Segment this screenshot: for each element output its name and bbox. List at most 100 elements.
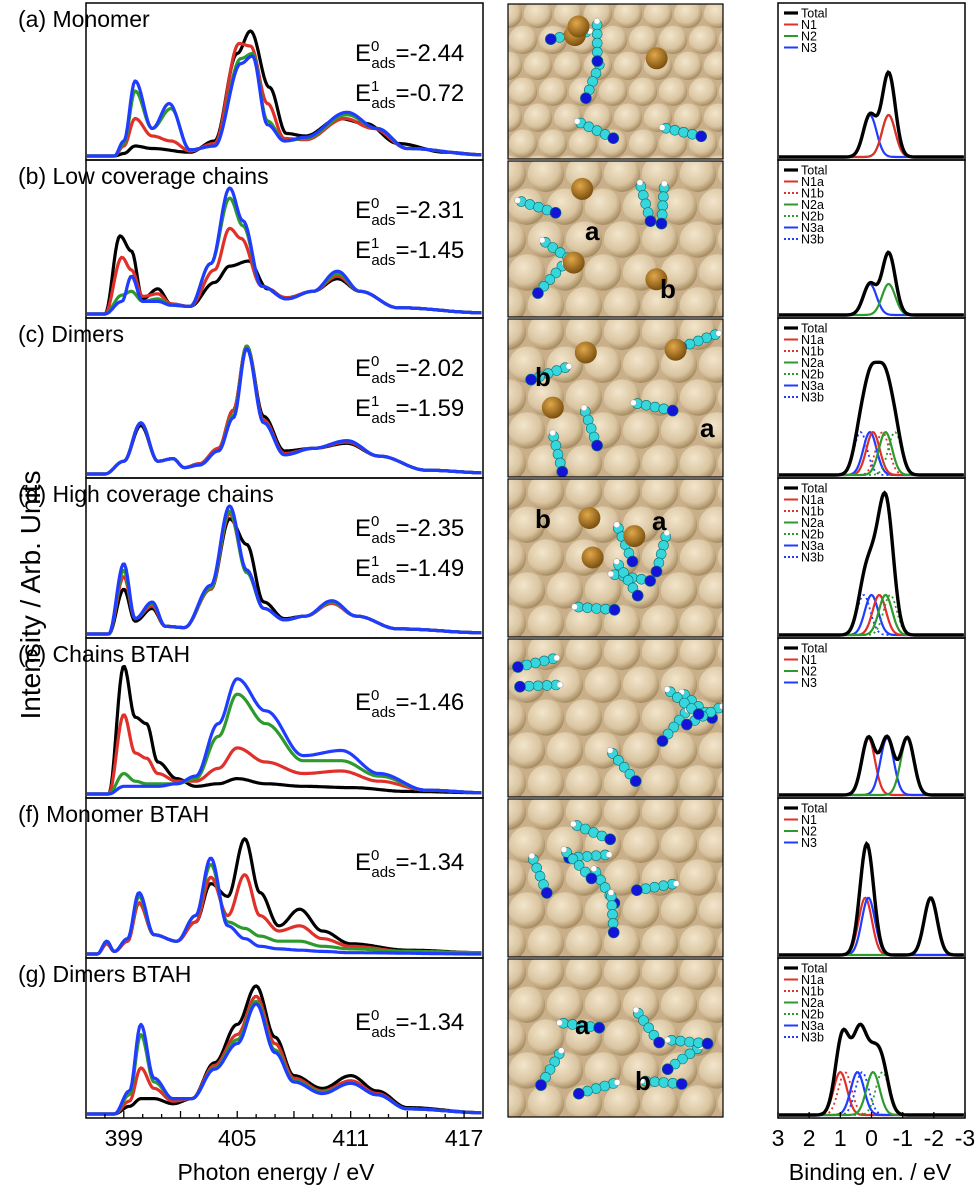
- copper-atom: [508, 572, 546, 609]
- xps-x-axis-label: Binding en. / eV: [789, 1159, 952, 1185]
- nitrogen-atom: [512, 661, 524, 673]
- copper-atom: [584, 666, 622, 703]
- copper-atom: [565, 959, 603, 991]
- hydrogen-atom: [571, 603, 578, 611]
- copper-atom: [679, 221, 717, 258]
- panel-name: Monomer: [53, 6, 150, 32]
- xps-legend-label: N2a: [801, 996, 824, 1010]
- copper-atom: [628, 77, 658, 107]
- structure-site-label: a: [585, 216, 600, 246]
- nitrogen-atom: [591, 439, 603, 452]
- energy-subscript: ads: [371, 530, 395, 547]
- copper-atom: [603, 479, 641, 511]
- copper-atom: [689, 0, 717, 2]
- energy-value: =-0.72: [396, 80, 465, 107]
- copper-atom: [598, 77, 628, 107]
- nitrogen-atom: [525, 373, 537, 386]
- energy-superscript: 0: [371, 195, 379, 212]
- carbon-atom: [549, 1056, 561, 1068]
- copper-atom: [641, 925, 679, 957]
- structure-frame: [507, 3, 724, 160]
- adsorption-energy-label: E1 ads=-1.45: [355, 235, 464, 269]
- xps-legend-label: N2b: [801, 210, 824, 224]
- copper-atom: [523, 51, 553, 81]
- nexafs-series-blue: [86, 677, 482, 796]
- hydrogen-atom: [672, 880, 680, 887]
- nexafs-x-tick-label: 411: [332, 1125, 369, 1151]
- copper-atom: [660, 254, 698, 291]
- panel-letter: (f): [18, 801, 40, 827]
- copper-atom: [508, 639, 527, 671]
- copper-atom: [698, 666, 723, 703]
- copper-atom: [603, 859, 641, 896]
- copper-atom: [717, 930, 723, 957]
- xps-component-green: [779, 113, 964, 159]
- xps-legend-label: N1a: [801, 973, 824, 987]
- xps-legend-label: N2a: [801, 198, 824, 212]
- copper-atom: [471, 638, 507, 674]
- copper-atom: [508, 412, 546, 449]
- nitrogen-atom: [607, 926, 620, 939]
- energy-symbol: E: [355, 355, 371, 382]
- nitrogen-atom: [593, 1021, 606, 1034]
- adsorption-energy-label: E0 ads=-2.35: [355, 513, 464, 547]
- carbon-atom: [573, 860, 585, 871]
- copper-atom: [508, 605, 527, 637]
- copper-atom: [698, 986, 723, 1023]
- carbon-atom: [649, 1076, 661, 1088]
- copper-atom: [717, 544, 723, 571]
- carbon-atom: [684, 1048, 696, 1060]
- copper-atom: [588, 155, 608, 159]
- copper-adatom: [571, 177, 594, 200]
- copper-atom: [622, 412, 660, 449]
- hydrogen-atom: [556, 1019, 563, 1027]
- copper-atom: [603, 319, 641, 351]
- nitrogen-atom: [675, 1078, 688, 1090]
- copper-atom: [717, 1090, 723, 1117]
- copper-atom: [565, 221, 603, 258]
- hydrogen-atom: [573, 118, 581, 125]
- energy-superscript: 0: [371, 353, 379, 370]
- energy-superscript: 0: [371, 847, 379, 864]
- energy-value: =-1.46: [396, 689, 465, 716]
- copper-adatom: [562, 251, 585, 274]
- energy-subscript: ads: [371, 864, 395, 881]
- copper-atom: [698, 254, 723, 291]
- carbon-atom: [678, 127, 689, 138]
- panel-title: (g) Dimers BTAH: [18, 961, 191, 987]
- y-axis-label: Intensity / Arb. Units: [15, 471, 46, 720]
- copper-atom: [508, 506, 546, 543]
- structure-site-label: a: [700, 413, 715, 443]
- panel-name: Low coverage chains: [53, 163, 269, 189]
- carbon-atom: [675, 1035, 686, 1047]
- copper-atom: [659, 0, 687, 2]
- copper-atom: [508, 892, 546, 929]
- carbon-atom: [655, 548, 667, 560]
- xps-legend-label: Total: [801, 802, 827, 816]
- nitrogen-atom: [549, 207, 562, 219]
- nitrogen-atom: [630, 884, 643, 897]
- copper-atom: [622, 826, 660, 863]
- copper-atom: [471, 189, 507, 225]
- xps-component-blue: [779, 282, 964, 317]
- xps-component-red: [779, 113, 964, 159]
- copper-atom: [718, 133, 723, 154]
- copper-adatom: [664, 338, 687, 361]
- structure-image: [508, 639, 723, 797]
- panel-letter: (g): [18, 961, 46, 987]
- copper-atom: [603, 445, 641, 477]
- copper-atom: [699, 1118, 735, 1154]
- copper-atom: [641, 221, 679, 258]
- xps-x-tick-label: 1: [834, 1125, 847, 1151]
- copper-atom: [703, 103, 723, 132]
- copper-atom: [528, 155, 548, 159]
- copper-atom: [583, 4, 613, 29]
- panel-name: Dimers BTAH: [53, 961, 192, 987]
- nitrogen-atom: [585, 872, 598, 885]
- copper-atom: [508, 4, 523, 29]
- xps-legend-label: N1b: [801, 345, 824, 359]
- xps-legend-label: N3b: [801, 233, 824, 247]
- copper-atom: [622, 732, 660, 769]
- nitrogen-atom: [695, 130, 708, 143]
- carbon-atom: [552, 448, 564, 460]
